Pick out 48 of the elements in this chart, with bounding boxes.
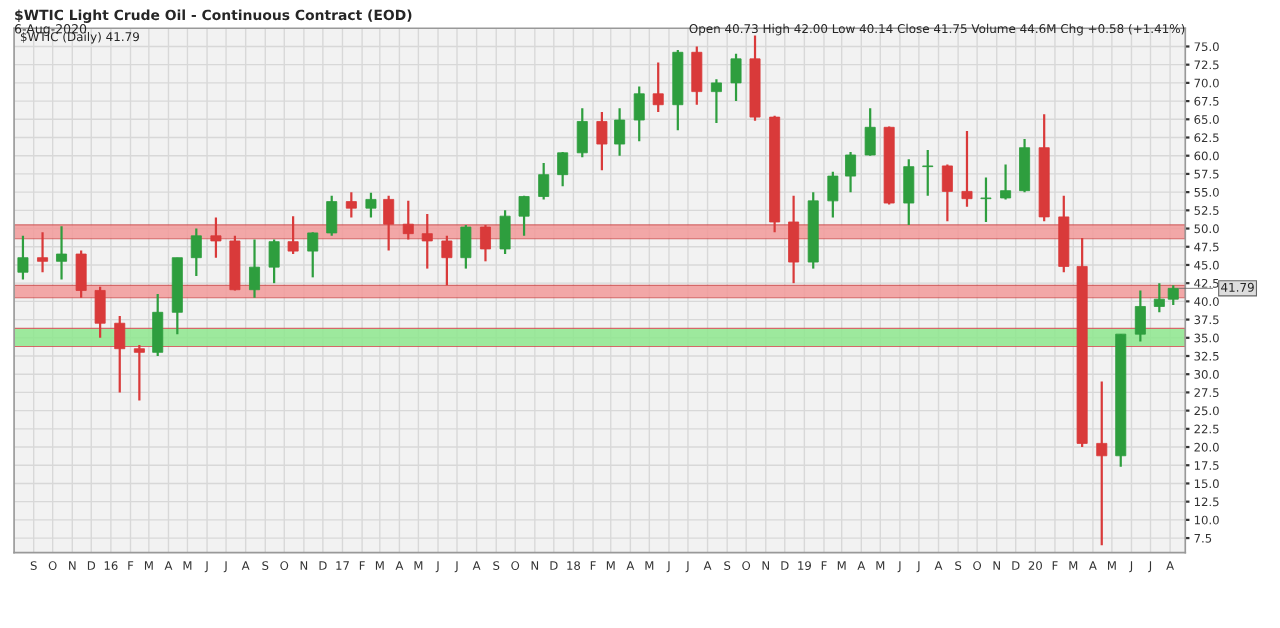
candlestick bbox=[922, 148, 934, 197]
candlestick bbox=[961, 129, 973, 208]
candlestick bbox=[268, 238, 280, 285]
candlestick bbox=[479, 223, 491, 263]
candlestick bbox=[576, 107, 588, 159]
candlestick bbox=[133, 343, 145, 402]
candlestick bbox=[114, 314, 126, 394]
candlestick bbox=[538, 161, 550, 201]
candlestick bbox=[845, 150, 857, 194]
candlestick bbox=[56, 225, 68, 281]
candlestick bbox=[190, 227, 202, 277]
candlestick bbox=[633, 85, 645, 143]
candlestick bbox=[941, 163, 953, 223]
candlestick bbox=[730, 52, 742, 103]
candlestick bbox=[596, 110, 608, 172]
candlestick bbox=[460, 223, 472, 270]
candlestick bbox=[383, 194, 395, 252]
candlestick bbox=[614, 107, 626, 157]
candlestick bbox=[17, 234, 29, 281]
candlestick bbox=[518, 194, 530, 237]
candlestick bbox=[152, 292, 164, 358]
candlestick bbox=[421, 212, 433, 270]
candlestick bbox=[75, 249, 87, 299]
candlestick bbox=[402, 199, 414, 241]
candlestick bbox=[710, 78, 722, 125]
candlestick bbox=[1096, 380, 1108, 547]
candlestick bbox=[499, 209, 511, 256]
candlestick bbox=[345, 191, 357, 219]
candlestick bbox=[94, 285, 106, 339]
candlestick bbox=[307, 231, 319, 279]
candlestick bbox=[827, 170, 839, 219]
candlestick bbox=[1000, 163, 1012, 201]
candlestick bbox=[788, 194, 800, 285]
candlestick bbox=[441, 234, 453, 287]
candlestick bbox=[365, 191, 377, 219]
candlestick bbox=[557, 150, 569, 188]
candlestick bbox=[691, 45, 703, 106]
candlestick bbox=[287, 215, 299, 256]
candlestick bbox=[249, 238, 260, 299]
candlestick bbox=[652, 61, 664, 114]
candlestick bbox=[864, 107, 876, 157]
candlestick bbox=[903, 158, 915, 227]
candlestick bbox=[980, 176, 992, 224]
candlestick bbox=[1019, 137, 1031, 194]
candlestick bbox=[210, 216, 222, 259]
candlestick bbox=[326, 194, 338, 237]
candlestick bbox=[1134, 289, 1146, 343]
candlestick bbox=[37, 231, 49, 274]
